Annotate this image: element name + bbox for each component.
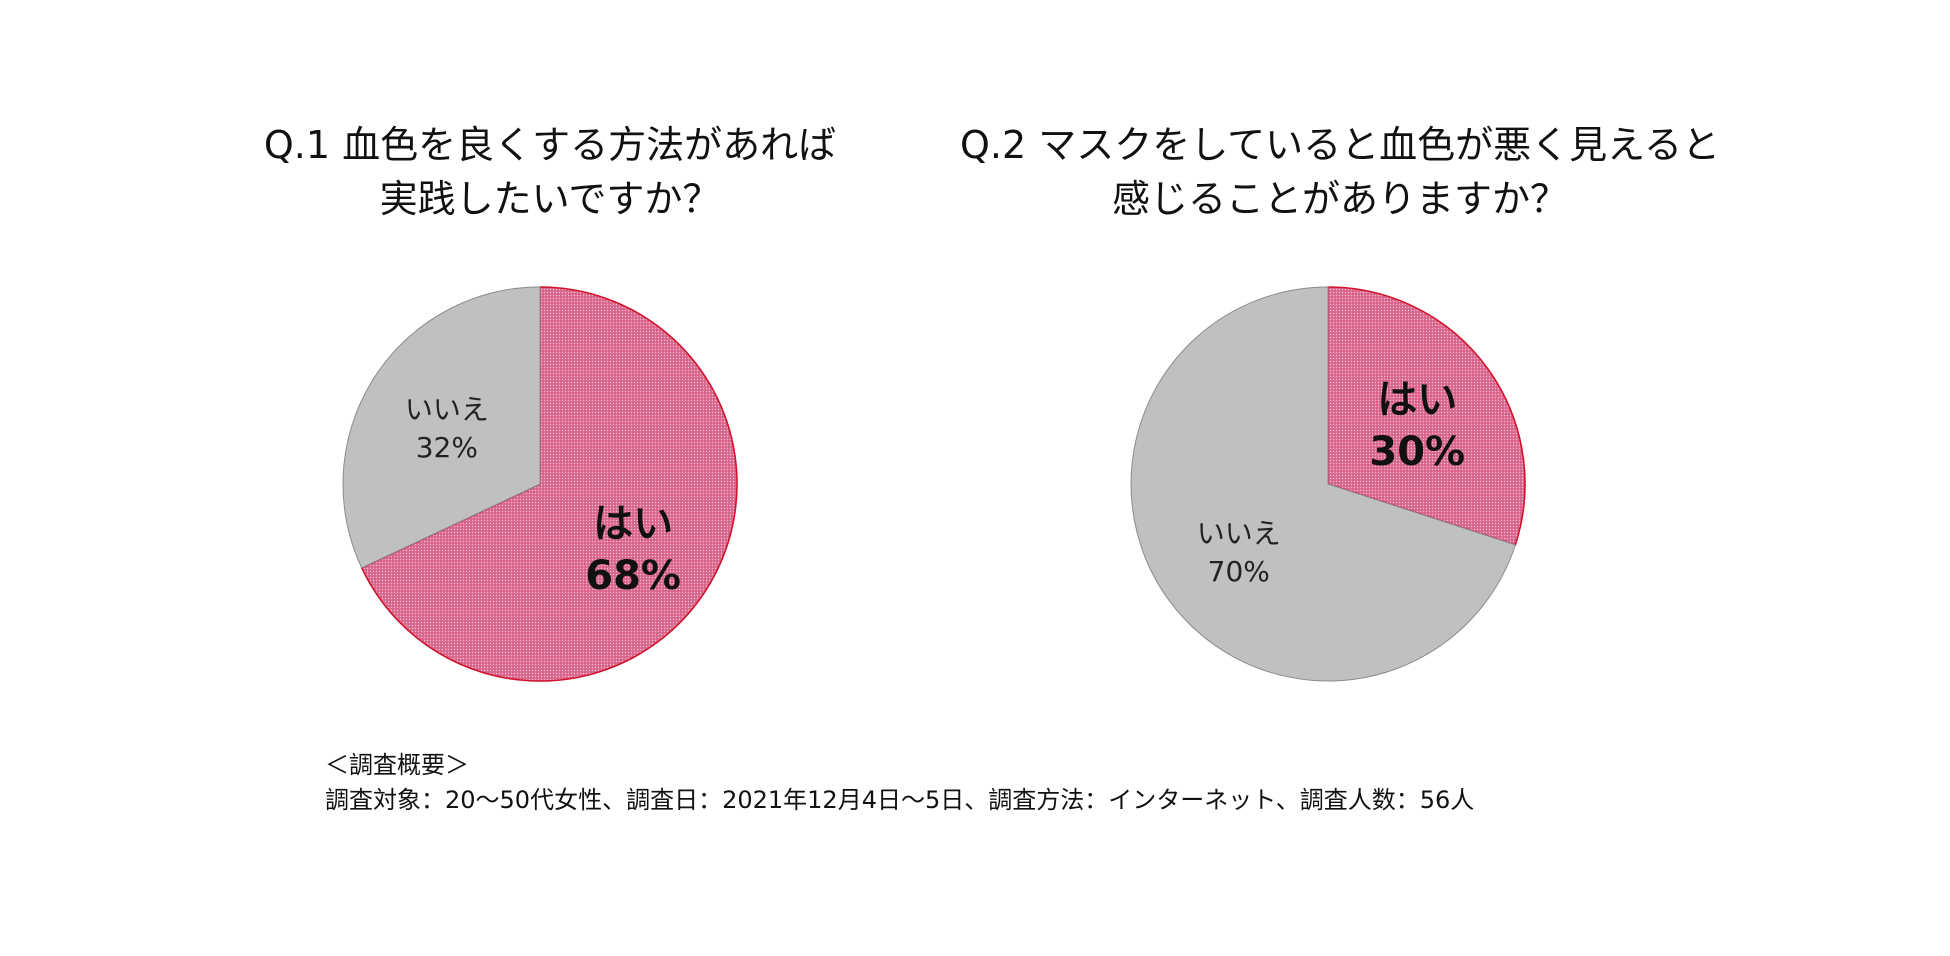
- chart-1-slice-1: [342, 286, 541, 569]
- survey-summary-heading: ＜調査概要＞: [325, 751, 469, 779]
- chart-1-slice-0: [360, 286, 738, 682]
- chart-1-slice-0-name: はい: [593, 501, 673, 547]
- chart-2-title-line-1: Q.2 マスクをしていると血色が悪く見えると: [960, 123, 1720, 167]
- chart-2-pie: はい 30% いいえ 70%: [1130, 286, 1526, 682]
- chart-1-title-line-1: Q.1 血色を良くする方法があれば: [263, 123, 837, 167]
- chart-2-slice-0-pct: 30%: [1369, 429, 1465, 475]
- chart-1-slice-0-pct: 68%: [585, 553, 681, 599]
- chart-2-title-line-2: 感じることがありますか？: [1111, 177, 1568, 221]
- chart-1-slice-1-name: いいえ: [405, 393, 489, 426]
- chart-2-slice-1-pct: 70%: [1208, 555, 1270, 588]
- chart-1-title-line-2: 実践したいですか？: [379, 177, 721, 221]
- chart-2-title: Q.2 マスクをしていると血色が悪く見えると 感じることがありますか？: [940, 118, 1740, 226]
- chart-2-slice-1-name: いいえ: [1197, 517, 1281, 550]
- chart-2-slice-0: [1327, 286, 1526, 546]
- survey-summary-details: 調査対象：20～50代女性、調査日：2021年12月4日～5日、調査方法：インタ…: [325, 786, 1475, 814]
- chart-2-slice-1: [1130, 286, 1516, 682]
- chart-1-slice-1-pct: 32%: [416, 431, 478, 464]
- survey-summary: ＜調査概要＞ 調査対象：20～50代女性、調査日：2021年12月4日～5日、調…: [325, 748, 1474, 818]
- chart-1-title: Q.1 血色を良くする方法があれば 実践したいですか？: [200, 118, 900, 226]
- chart-2-slice-0-name: はい: [1377, 377, 1457, 423]
- chart-1-pie: はい 68% いいえ 32%: [342, 286, 738, 682]
